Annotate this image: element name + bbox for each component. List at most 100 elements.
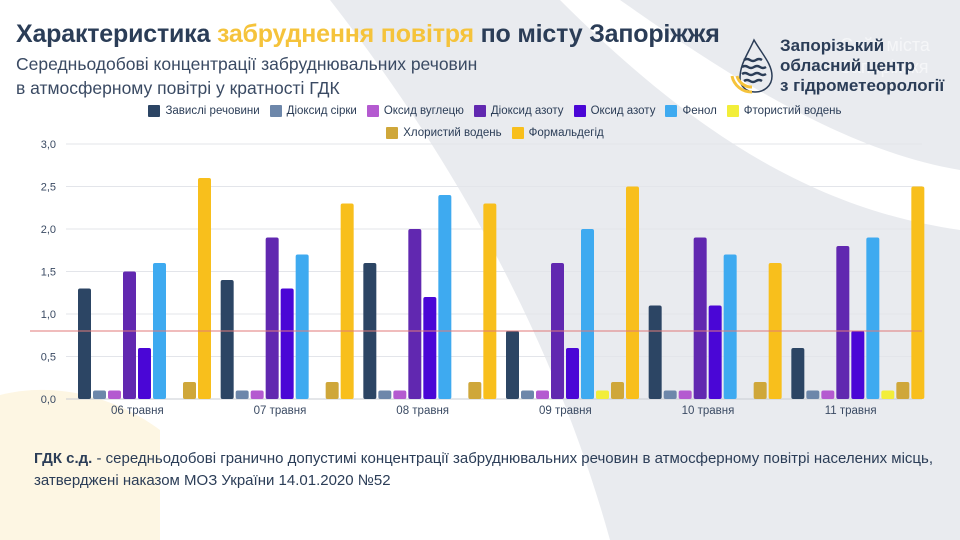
- bar: [648, 305, 662, 399]
- bar: [693, 237, 707, 399]
- legend-item: Діоксид азоту: [473, 105, 564, 117]
- bar: [896, 382, 910, 399]
- footnote-text: - середньодобові гранично допустимі конц…: [34, 450, 934, 489]
- subtitle-line2: в атмосферному повітрі у кратності ГДК: [16, 78, 340, 98]
- bar: [265, 237, 279, 399]
- legend-swatch: [573, 105, 586, 117]
- x-tick-label: 07 травня: [254, 405, 307, 417]
- bar: [138, 348, 151, 399]
- footnote-term: ГДК с.д.: [34, 450, 93, 467]
- bar: [521, 390, 534, 399]
- legend-item: Фтористий водень: [726, 105, 842, 117]
- legend-item: Формальдегід: [511, 127, 604, 139]
- legend-item: Фенол: [665, 105, 717, 117]
- bar: [483, 203, 497, 399]
- legend-label: Діоксид азоту: [490, 105, 564, 117]
- legend-label: Оксид азоту: [590, 105, 656, 117]
- watermark-line2: Запоріжжя: [840, 57, 929, 77]
- water-drop-waves-icon: [730, 38, 773, 94]
- title-highlight: забруднення повітря: [216, 20, 474, 48]
- bar: [626, 186, 639, 399]
- watermark: Сайт міста Запоріжжя: [840, 34, 930, 78]
- bar: [123, 271, 136, 399]
- bar: [836, 246, 850, 399]
- page-title: Характеристика забруднення повітря по мі…: [16, 20, 720, 49]
- org-line1: Запорізький: [780, 36, 885, 55]
- subtitle-line1: Середньодобові концентрації забруднюваль…: [16, 54, 478, 74]
- bar-chart: 0,0 0,5 1,0 1,5 2,0 2,5 3,0 06 травня 07 травня 0…: [30, 139, 925, 417]
- bar: [581, 229, 594, 399]
- legend-label: Фенол: [682, 105, 717, 117]
- legend-label: Хлористий водень: [403, 127, 502, 139]
- legend-swatch: [148, 105, 161, 117]
- legend-label: Формальдегід: [528, 127, 604, 139]
- bar: [423, 297, 437, 399]
- bar: [378, 390, 392, 399]
- y-tick-label: 3,0: [41, 139, 56, 151]
- bar: [340, 203, 354, 399]
- bar: [911, 186, 925, 399]
- legend-swatch: [386, 127, 399, 139]
- y-tick-label: 1,5: [41, 267, 56, 279]
- legend-swatch: [665, 105, 678, 117]
- legend-swatch: [511, 127, 524, 139]
- org-line2: обласний центр: [780, 56, 915, 75]
- legend-row: Завислі речовини Діоксид сірки Оксид вугле…: [100, 100, 890, 122]
- x-tick-label: 11 травня: [825, 405, 877, 417]
- bar: [295, 254, 309, 399]
- bar: [723, 254, 737, 399]
- bar: [753, 382, 767, 399]
- x-tick-label: 08 травня: [396, 405, 449, 417]
- bar: [596, 390, 609, 399]
- legend-item: Діоксид сірки: [269, 105, 357, 117]
- bar: [78, 288, 91, 399]
- legend-swatch: [269, 105, 282, 117]
- bar: [566, 348, 579, 399]
- page-subtitle: Середньодобові концентрації забруднюваль…: [16, 52, 616, 100]
- bar: [108, 390, 121, 399]
- bar: [220, 280, 234, 399]
- legend-label: Оксид вуглецю: [383, 105, 464, 117]
- bar: [198, 178, 211, 399]
- legend-item: Завислі речовини: [148, 105, 260, 117]
- bar: [663, 390, 677, 399]
- bar: [851, 331, 865, 399]
- legend-item: Хлористий водень: [386, 127, 502, 139]
- bar: [393, 390, 407, 399]
- organization-name: Запорізький обласний центр з гідрометеор…: [780, 36, 944, 96]
- legend-label: Діоксид сірки: [286, 105, 357, 117]
- bar: [506, 331, 519, 399]
- legend-label: Фтористий водень: [743, 105, 842, 117]
- legend-swatch: [473, 105, 486, 117]
- x-tick-label: 06 травня: [111, 405, 164, 417]
- bar: [93, 390, 106, 399]
- bar: [325, 382, 339, 399]
- bar: [806, 390, 820, 399]
- x-tick-label: 10 травня: [682, 405, 735, 417]
- legend-label: Завислі речовини: [165, 105, 260, 117]
- bar: [235, 390, 249, 399]
- footnote: ГДК с.д. - середньодобові гранично допус…: [34, 448, 934, 492]
- bar: [866, 237, 880, 399]
- bar: [708, 305, 722, 399]
- legend-item: Оксид азоту: [573, 105, 656, 117]
- bar: [678, 390, 692, 399]
- bar: [791, 348, 805, 399]
- bar: [536, 390, 549, 399]
- legend-swatch: [726, 105, 739, 117]
- bar: [821, 390, 835, 399]
- bar: [250, 390, 264, 399]
- bar: [280, 288, 294, 399]
- y-tick-label: 2,0: [41, 224, 56, 236]
- legend-row: Хлористий водень Формальдегід: [100, 122, 890, 144]
- bar: [438, 195, 452, 399]
- watermark-line1: Сайт міста: [840, 35, 930, 55]
- bar: [881, 390, 895, 399]
- bar: [408, 229, 422, 399]
- y-tick-label: 0,5: [41, 352, 56, 364]
- legend-swatch: [366, 105, 379, 117]
- y-tick-label: 0,0: [41, 394, 56, 406]
- x-tick-label: 09 травня: [539, 405, 592, 417]
- bar: [611, 382, 624, 399]
